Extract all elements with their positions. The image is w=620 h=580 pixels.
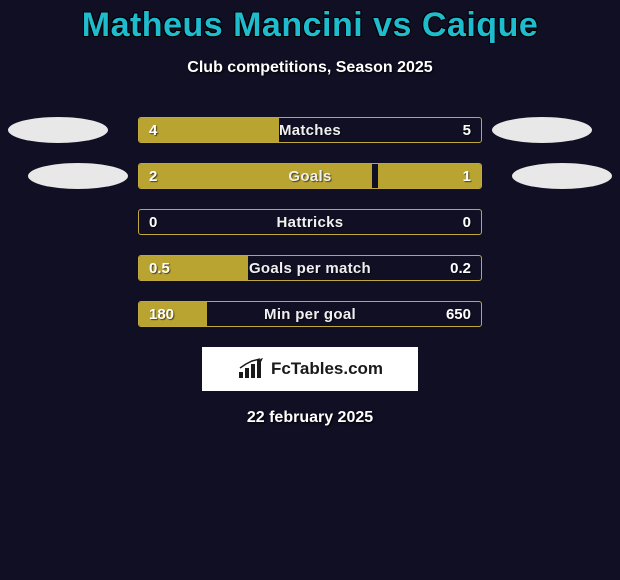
avatar-slot-right [502,209,602,235]
stat-label: Min per goal [139,302,481,327]
badge-label: FcTables.com [271,359,383,379]
stat-row: 0Hattricks0 [0,209,620,235]
avatar-slot-left [18,117,118,143]
player-avatar-left [28,163,128,189]
player-avatar-right [492,117,592,143]
avatar-slot-left [18,301,118,327]
stat-value-right: 0.2 [450,256,471,281]
stat-bar: 180Min per goal650 [138,301,482,327]
player-avatar-left [8,117,108,143]
stat-label: Goals [139,164,481,189]
chart-icon [237,358,265,380]
avatar-slot-left [18,209,118,235]
fctables-badge[interactable]: FcTables.com [202,347,418,391]
stat-row: 0.5Goals per match0.2 [0,255,620,281]
stat-bar: 2Goals1 [138,163,482,189]
avatar-slot-left [18,255,118,281]
stat-value-right: 650 [446,302,471,327]
stat-value-right: 5 [463,118,471,143]
stat-bar: 0.5Goals per match0.2 [138,255,482,281]
date-label: 22 february 2025 [0,409,620,427]
stat-label: Hattricks [139,210,481,235]
stat-rows: 4Matches5 2Goals1 0Hattricks0 0.5Goals per … [0,117,620,327]
avatar-slot-right [502,163,602,189]
stat-row: 2Goals1 [0,163,620,189]
comparison-infographic: Matheus Mancini vs Caique Club competiti… [0,0,620,427]
stat-label: Goals per match [139,256,481,281]
stat-value-right: 0 [463,210,471,235]
stat-label: Matches [139,118,481,143]
stat-value-right: 1 [463,164,471,189]
stat-bar: 0Hattricks0 [138,209,482,235]
player-avatar-right [512,163,612,189]
avatar-slot-right [502,117,602,143]
avatar-slot-right [502,301,602,327]
stat-bar: 4Matches5 [138,117,482,143]
stat-row: 4Matches5 [0,117,620,143]
subtitle: Club competitions, Season 2025 [0,59,620,77]
stat-row: 180Min per goal650 [0,301,620,327]
avatar-slot-left [18,163,118,189]
page-title: Matheus Mancini vs Caique [0,6,620,45]
avatar-slot-right [502,255,602,281]
